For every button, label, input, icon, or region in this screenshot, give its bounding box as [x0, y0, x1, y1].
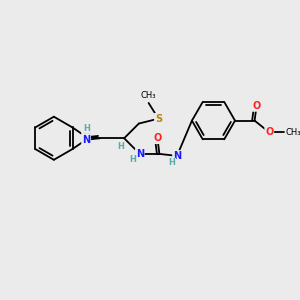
Text: O: O	[153, 133, 162, 143]
Text: N: N	[82, 135, 90, 145]
Text: N: N	[136, 149, 144, 159]
Text: H: H	[117, 142, 124, 151]
Text: S: S	[155, 114, 162, 124]
Text: H: H	[84, 124, 91, 134]
Text: H: H	[169, 158, 176, 167]
Text: N: N	[82, 132, 90, 142]
Text: N: N	[173, 151, 181, 161]
Text: O: O	[265, 128, 273, 137]
Text: O: O	[252, 101, 261, 111]
Text: H: H	[130, 155, 136, 164]
Text: CH₃: CH₃	[141, 91, 156, 100]
Text: CH₃: CH₃	[285, 128, 300, 137]
